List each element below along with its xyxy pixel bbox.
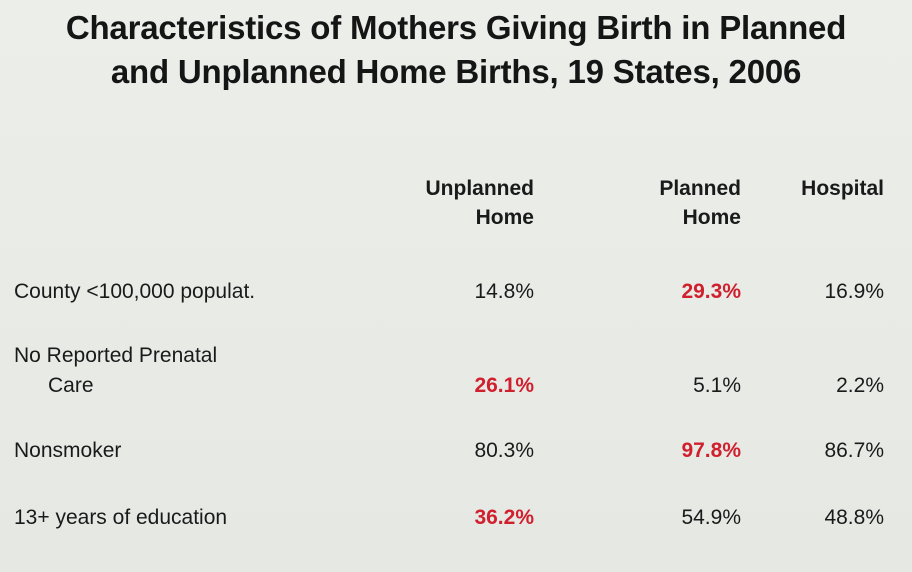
- cell-prenatal-hospital: 2.2%: [836, 374, 884, 397]
- column-header-line-1: Planned: [659, 177, 741, 200]
- slide-title: Characteristics of Mothers Giving Birth …: [0, 6, 912, 94]
- column-header-planned-home: Planned Home: [659, 174, 741, 232]
- row-label-line: 13+ years of education: [14, 506, 228, 529]
- slide-title-line-2: and Unplanned Home Births, 19 States, 20…: [110, 53, 802, 90]
- cell-prenatal-planned: 5.1%: [693, 374, 741, 397]
- cell-county-hospital: 16.9%: [824, 280, 884, 303]
- row-label-education: 13+ years of education: [14, 503, 227, 533]
- row-label-line: County <100,000 populat.: [14, 280, 256, 303]
- row-label-county-population: County <100,000 populat.: [14, 277, 255, 307]
- cell-nonsmoker-hospital: 86.7%: [824, 439, 884, 462]
- row-label-no-prenatal-care: No Reported Prenatal Care: [14, 341, 217, 401]
- cell-county-unplanned: 14.8%: [474, 280, 534, 303]
- cell-education-planned: 54.9%: [681, 506, 741, 529]
- row-label-nonsmoker: Nonsmoker: [14, 436, 121, 466]
- cell-nonsmoker-unplanned: 80.3%: [474, 439, 534, 462]
- cell-prenatal-unplanned: 26.1%: [474, 374, 534, 397]
- cell-nonsmoker-planned: 97.8%: [681, 439, 741, 462]
- column-header-line-1: Unplanned: [425, 177, 535, 200]
- column-header-hospital: Hospital: [801, 174, 884, 203]
- column-header-line-2: Home: [475, 206, 534, 229]
- slide-title-line-1: Characteristics of Mothers Giving Birth …: [65, 9, 847, 46]
- column-header-line-1: Hospital: [801, 177, 884, 200]
- cell-education-unplanned: 36.2%: [474, 506, 534, 529]
- cell-county-planned: 29.3%: [681, 280, 741, 303]
- row-label-line: Nonsmoker: [14, 439, 122, 462]
- row-label-line: No Reported Prenatal: [14, 344, 218, 367]
- column-header-unplanned-home: Unplanned Home: [426, 174, 535, 232]
- column-header-line-2: Home: [682, 206, 741, 229]
- cell-education-hospital: 48.8%: [824, 506, 884, 529]
- row-label-line: Care: [48, 374, 94, 397]
